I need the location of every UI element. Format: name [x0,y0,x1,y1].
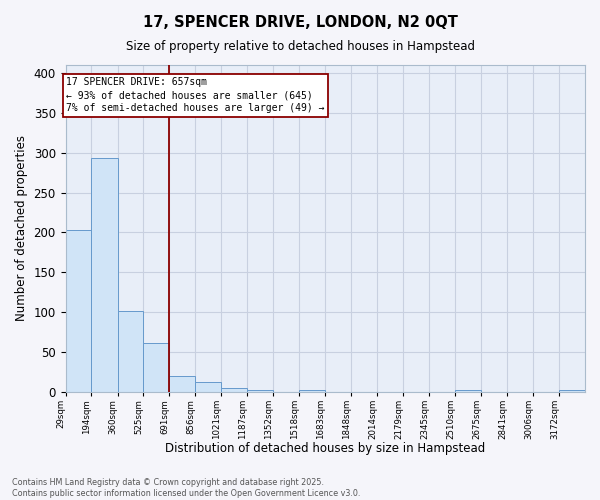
Bar [65,230,91,392]
Bar [455,390,481,392]
Bar [299,390,325,392]
X-axis label: Distribution of detached houses by size in Hampstead: Distribution of detached houses by size … [165,442,485,455]
Bar [247,390,273,392]
Bar [91,158,118,392]
Text: Contains HM Land Registry data © Crown copyright and database right 2025.
Contai: Contains HM Land Registry data © Crown c… [12,478,361,498]
Bar [143,344,169,392]
Bar [196,382,221,392]
Text: 17, SPENCER DRIVE, LONDON, N2 0QT: 17, SPENCER DRIVE, LONDON, N2 0QT [143,15,457,30]
Bar [169,376,196,392]
Bar [559,390,585,392]
Bar [118,312,143,392]
Text: 17 SPENCER DRIVE: 657sqm
← 93% of detached houses are smaller (645)
7% of semi-d: 17 SPENCER DRIVE: 657sqm ← 93% of detach… [67,77,325,114]
Text: Size of property relative to detached houses in Hampstead: Size of property relative to detached ho… [125,40,475,53]
Y-axis label: Number of detached properties: Number of detached properties [15,136,28,322]
Bar [221,388,247,392]
